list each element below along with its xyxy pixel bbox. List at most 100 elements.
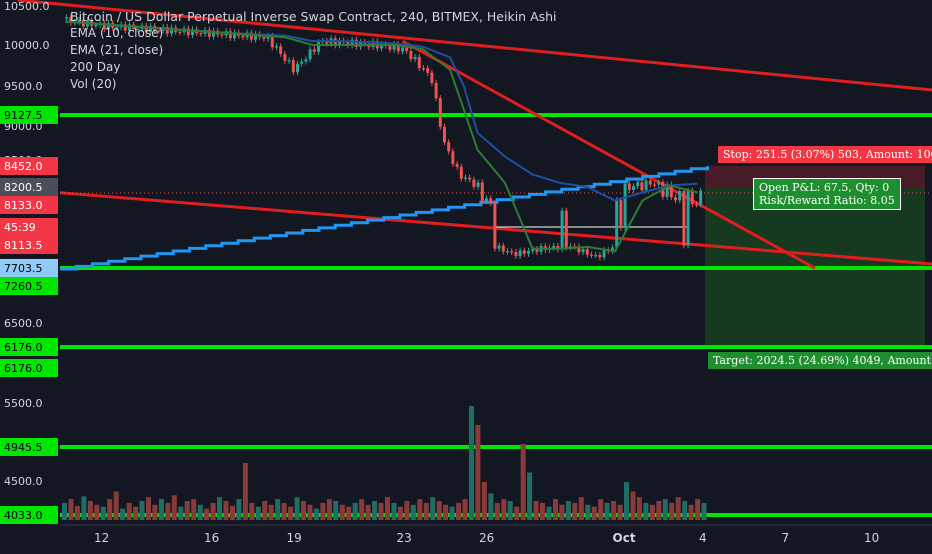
volume-bar	[62, 503, 67, 520]
candle	[678, 191, 681, 200]
candle	[493, 203, 496, 248]
candle	[561, 211, 564, 250]
volume-bar	[81, 496, 86, 520]
y-tick-label: 5500.0	[4, 397, 43, 410]
indicator-ema10[interactable]: EMA (10, close)	[70, 25, 557, 42]
indicator-200day[interactable]: 200 Day	[70, 59, 557, 76]
volume-bar	[469, 406, 474, 520]
candle	[451, 151, 454, 164]
volume-bar	[676, 497, 681, 520]
candle	[590, 255, 593, 256]
x-tick-label: 19	[287, 531, 302, 545]
volume-bar	[508, 501, 513, 520]
candle	[582, 249, 585, 252]
volume-bar	[656, 501, 661, 520]
volume-bar	[547, 507, 552, 520]
volume-bar	[288, 507, 293, 520]
volume-bar	[566, 501, 571, 520]
volume-bar	[94, 505, 99, 520]
price-badge-label: 4033.0	[4, 509, 43, 522]
indicator-ema21[interactable]: EMA (21, close)	[70, 42, 557, 59]
candle	[682, 191, 685, 245]
candle	[695, 204, 698, 205]
volume-bar	[669, 503, 674, 520]
candle	[619, 200, 622, 228]
volume-bar	[695, 499, 700, 520]
volume-bar	[159, 499, 164, 520]
volume-bar	[579, 497, 584, 520]
x-tick-label: 23	[397, 531, 412, 545]
x-tick-label: 4	[699, 531, 707, 545]
price-badge-label: 8113.5	[4, 239, 43, 252]
volume-bar	[114, 492, 119, 521]
volume-bar	[372, 501, 377, 520]
indicator-volume[interactable]: Vol (20)	[70, 76, 557, 93]
candle	[510, 251, 513, 252]
volume-bar	[230, 506, 235, 520]
candle	[519, 250, 522, 256]
volume-bar	[521, 444, 526, 520]
volume-bar	[165, 503, 170, 520]
volume-bar	[146, 497, 151, 520]
candle	[586, 249, 589, 254]
volume-bar	[359, 499, 364, 520]
candle	[552, 246, 555, 248]
y-tick-label: 10500.0	[4, 0, 50, 13]
stop-label[interactable]: Stop: 251.5 (3.07%) 503, Amount: 1000	[718, 146, 932, 163]
pnl-label: Open P&L: 67.5, Qty: 0	[759, 181, 895, 194]
volume-bar	[198, 505, 203, 520]
volume-bar	[217, 497, 222, 520]
volume-bar	[585, 505, 590, 520]
volume-bar	[327, 499, 332, 520]
candle	[699, 191, 702, 205]
volume-bar	[624, 482, 629, 520]
volume-bar	[204, 509, 209, 520]
candle	[640, 182, 643, 190]
candle	[687, 191, 690, 246]
price-badge-label: 8452.0	[4, 160, 43, 173]
volume-bar	[191, 499, 196, 520]
candle	[502, 246, 505, 252]
volume-bar	[275, 499, 280, 520]
y-tick-label: 10000.0	[4, 39, 50, 52]
volume-bar	[340, 505, 345, 520]
volume-bar	[295, 497, 300, 520]
x-tick-label: 12	[94, 531, 109, 545]
volume-bar	[69, 499, 74, 520]
volume-bar	[172, 495, 177, 520]
volume-bar	[404, 501, 409, 520]
chart-legend: Bitcoin / US Dollar Perpetual Inverse Sw…	[70, 8, 557, 93]
volume-bar	[682, 501, 687, 520]
candle	[460, 167, 463, 179]
price-badge-label: 6176.0	[4, 362, 43, 375]
pnl-box[interactable]: Open P&L: 67.5, Qty: 0 Risk/Reward Ratio…	[753, 178, 901, 210]
candle	[468, 178, 471, 180]
candle	[603, 250, 606, 257]
volume-bar	[475, 425, 480, 520]
volume-bar	[456, 503, 461, 520]
volume-bar	[424, 503, 429, 520]
candle	[523, 250, 526, 253]
candle	[598, 255, 601, 257]
candle	[615, 200, 618, 247]
candle	[649, 180, 652, 184]
candle	[481, 182, 484, 201]
volume-bar	[553, 499, 558, 520]
volume-bar	[101, 507, 106, 520]
candle	[472, 180, 475, 187]
target-label[interactable]: Target: 2024.5 (24.69%) 4049, Amount: 10…	[708, 352, 932, 369]
volume-bar	[534, 501, 539, 520]
volume-bar	[127, 503, 132, 520]
volume-bar	[133, 507, 138, 520]
volume-bar	[618, 505, 623, 520]
rr-label: Risk/Reward Ratio: 8.05	[759, 194, 895, 207]
volume-bar	[559, 505, 564, 520]
candle	[65, 17, 68, 18]
price-badge-label: 8133.0	[4, 199, 43, 212]
volume-bar	[152, 505, 157, 520]
price-badge-label: 8200.5	[4, 181, 43, 194]
volume-bar	[702, 503, 707, 520]
volume-bar	[269, 505, 274, 520]
chart-title: Bitcoin / US Dollar Perpetual Inverse Sw…	[70, 8, 557, 25]
candle	[485, 198, 488, 201]
